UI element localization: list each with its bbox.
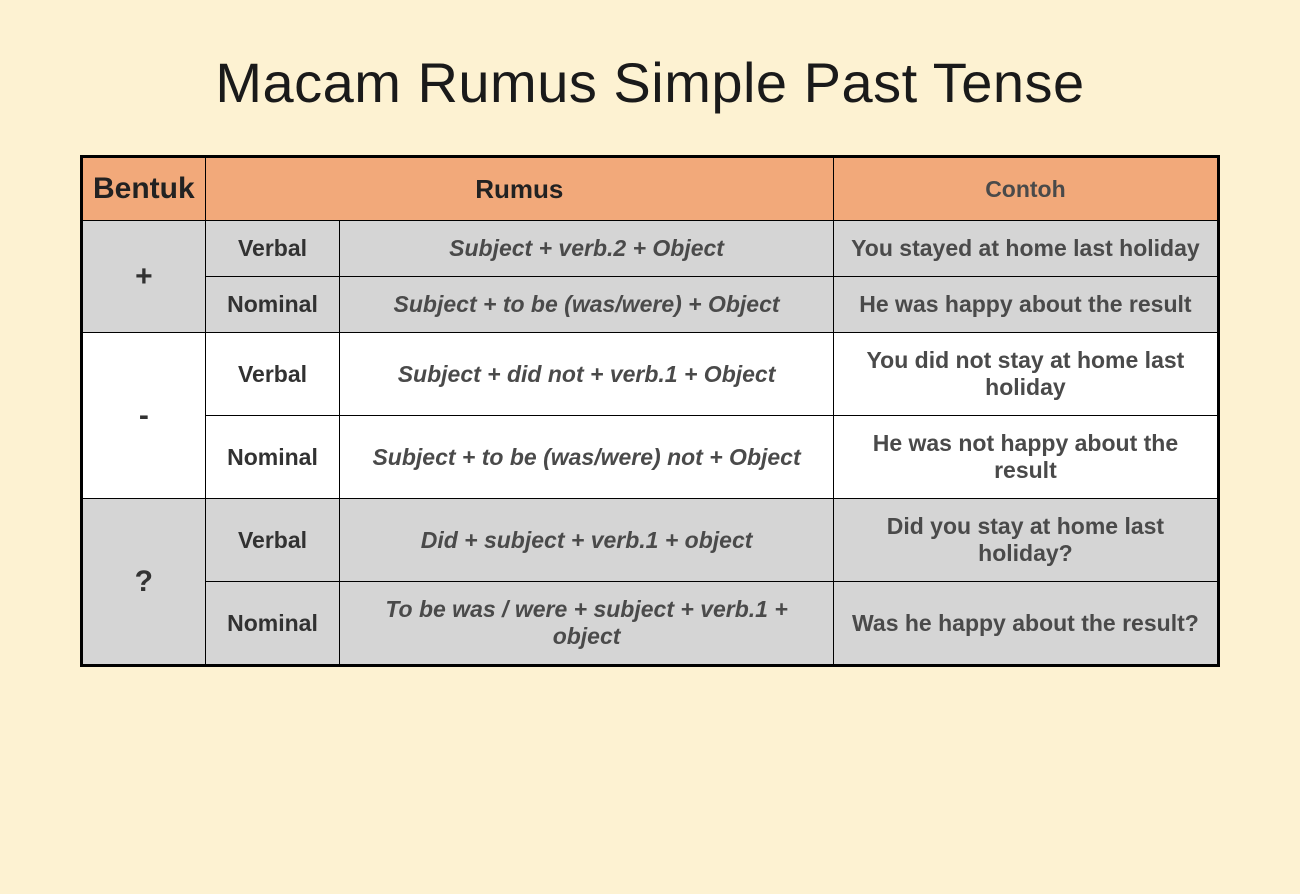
rumus-cell: Subject + did not + verb.1 + Object bbox=[340, 333, 834, 416]
table-row: - Verbal Subject + did not + verb.1 + Ob… bbox=[82, 333, 1219, 416]
type-cell: Nominal bbox=[205, 582, 340, 666]
rumus-cell: Subject + to be (was/were) + Object bbox=[340, 277, 834, 333]
type-cell: Nominal bbox=[205, 277, 340, 333]
contoh-cell: You did not stay at home last holiday bbox=[833, 333, 1218, 416]
table-header-row: Bentuk Rumus Contoh bbox=[82, 157, 1219, 221]
rumus-cell: Subject + verb.2 + Object bbox=[340, 221, 834, 277]
page-title: Macam Rumus Simple Past Tense bbox=[80, 50, 1220, 115]
bentuk-cell: - bbox=[82, 333, 206, 499]
header-rumus: Rumus bbox=[205, 157, 833, 221]
type-cell: Verbal bbox=[205, 221, 340, 277]
rumus-cell: To be was / were + subject + verb.1 + ob… bbox=[340, 582, 834, 666]
type-cell: Verbal bbox=[205, 499, 340, 582]
contoh-cell: Was he happy about the result? bbox=[833, 582, 1218, 666]
grammar-table: Bentuk Rumus Contoh + Verbal Subject + v… bbox=[80, 155, 1220, 667]
bentuk-cell: + bbox=[82, 221, 206, 333]
rumus-cell: Did + subject + verb.1 + object bbox=[340, 499, 834, 582]
table-row: ? Verbal Did + subject + verb.1 + object… bbox=[82, 499, 1219, 582]
table-row: Nominal Subject + to be (was/were) + Obj… bbox=[82, 277, 1219, 333]
contoh-cell: He was not happy about the result bbox=[833, 416, 1218, 499]
table-row: + Verbal Subject + verb.2 + Object You s… bbox=[82, 221, 1219, 277]
header-contoh: Contoh bbox=[833, 157, 1218, 221]
type-cell: Nominal bbox=[205, 416, 340, 499]
header-bentuk: Bentuk bbox=[82, 157, 206, 221]
contoh-cell: He was happy about the result bbox=[833, 277, 1218, 333]
table-row: Nominal Subject + to be (was/were) not +… bbox=[82, 416, 1219, 499]
type-cell: Verbal bbox=[205, 333, 340, 416]
bentuk-cell: ? bbox=[82, 499, 206, 666]
contoh-cell: Did you stay at home last holiday? bbox=[833, 499, 1218, 582]
rumus-cell: Subject + to be (was/were) not + Object bbox=[340, 416, 834, 499]
contoh-cell: You stayed at home last holiday bbox=[833, 221, 1218, 277]
table-row: Nominal To be was / were + subject + ver… bbox=[82, 582, 1219, 666]
